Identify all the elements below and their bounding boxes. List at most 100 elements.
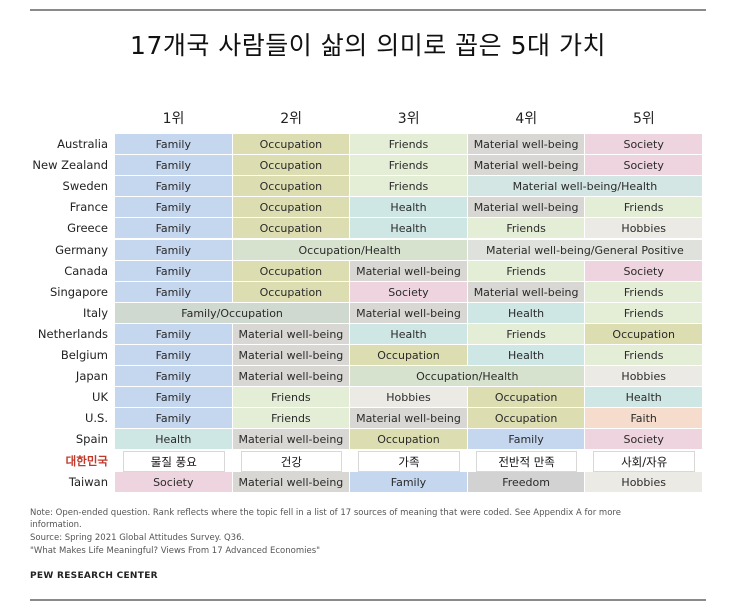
country-label: France <box>69 200 108 215</box>
country-label: Taiwan <box>68 474 108 489</box>
country-label: 대한민국 <box>65 453 108 468</box>
rank-cell: Family <box>115 281 233 303</box>
country-label: Belgium <box>60 348 108 362</box>
rank-cell: Occupation <box>232 176 351 198</box>
rank-cell: Occupation <box>585 323 703 345</box>
rank-cell: Health <box>467 302 586 324</box>
rank-cell: Family <box>115 218 233 240</box>
rank-cell: Material well-being/General Positive <box>467 239 703 261</box>
rank-cell: Society <box>115 471 233 493</box>
rank-cell: Society <box>350 281 468 303</box>
country-label: Netherlands <box>37 326 108 341</box>
country-label: Sweden <box>62 179 108 194</box>
bottom-rule <box>30 599 706 601</box>
rank-cell: Society <box>585 260 703 282</box>
country-label: Singapore <box>49 284 108 299</box>
rank-cell: Material well-being <box>350 260 468 282</box>
rank-cell: Occupation <box>232 155 351 177</box>
rank-cell: Family <box>115 239 233 261</box>
rank-cell: Occupation <box>232 260 351 282</box>
rank-cell: Health <box>585 387 703 409</box>
rank-cell: Family <box>115 345 233 366</box>
rank-cell: Material well-being <box>350 302 468 324</box>
rank-cell: Family <box>115 387 233 409</box>
note-text: Note: Open-ended question. Rank reflects… <box>30 508 621 518</box>
rank-cell: Occupation <box>467 408 586 430</box>
rank-cell: Health <box>467 345 586 366</box>
rank-cell: Material well-being <box>232 345 351 366</box>
rank-header-4: 4위 <box>515 111 538 127</box>
rank-cell: Family <box>115 155 233 177</box>
rank-cell: Material well-being <box>232 429 351 451</box>
rank-cell: Occupation <box>467 387 586 409</box>
rank-cell: Material well-being <box>350 408 468 430</box>
rank-cell: 가족 <box>358 450 460 472</box>
rank-cell: Material well-being <box>232 471 351 493</box>
rank-cell: Family <box>115 408 233 430</box>
rank-cell: Family <box>115 176 233 198</box>
rank-cell: Occupation <box>232 218 351 240</box>
rank-cell: Friends <box>232 387 351 409</box>
rank-cell: Occupation <box>350 345 468 366</box>
rank-cell: Friends <box>467 260 586 282</box>
top-rule <box>30 9 706 11</box>
rank-cell: Friends <box>350 134 468 155</box>
rank-cell: Material well-being <box>467 155 586 177</box>
rank-cell: Material well-being <box>467 197 586 219</box>
rank-cell: Family <box>115 134 233 155</box>
rank-cell: Friends <box>585 281 703 303</box>
rank-cell: 물질 풍요 <box>123 450 225 472</box>
rank-cell: Family/Occupation <box>115 302 351 324</box>
rank-header-3: 3위 <box>397 111 420 127</box>
rank-cell: 사회/자유 <box>593 450 695 472</box>
rank-cell: Hobbies <box>585 471 703 493</box>
rank-cell: Family <box>115 323 233 345</box>
rank-cell: Friends <box>350 155 468 177</box>
rank-header-5: 5위 <box>632 111 655 127</box>
country-label: Japan <box>75 369 108 384</box>
rank-cell: Material well-being <box>467 134 586 155</box>
rank-cell: Friends <box>585 345 703 366</box>
country-label: Spain <box>75 432 108 447</box>
rank-cell: Occupation <box>350 429 468 451</box>
rank-cell: Health <box>350 218 468 240</box>
rank-cell: Friends <box>585 302 703 324</box>
rank-cell: Family <box>115 366 233 388</box>
rank-cell: Family <box>467 429 586 451</box>
country-label: UK <box>92 390 108 405</box>
rank-cell: Society <box>585 155 703 177</box>
rank-cell: Family <box>115 260 233 282</box>
note-text-cont: information. <box>30 520 82 530</box>
rank-cell: Hobbies <box>585 366 703 388</box>
report-title: "What Makes Life Meaningful? Views From … <box>30 546 321 556</box>
source-text: Source: Spring 2021 Global Attitudes Sur… <box>30 533 245 543</box>
rank-cell: Health <box>350 323 468 345</box>
country-label: Germany <box>55 242 108 257</box>
rank-header-1: 1위 <box>162 111 185 127</box>
rank-cell: Material well-being <box>232 323 351 345</box>
rank-cell: Material well-being <box>467 281 586 303</box>
country-label: New Zealand <box>32 158 108 173</box>
rank-cell: 전반적 만족 <box>475 450 578 472</box>
rank-cell: Family <box>350 471 468 493</box>
country-label: Greece <box>67 221 108 236</box>
pew-logo: PEW RESEARCH CENTER <box>30 571 158 581</box>
rank-cell: Hobbies <box>350 387 468 409</box>
rank-cell: Material well-being/Health <box>467 176 703 198</box>
rank-cell: Faith <box>585 408 703 430</box>
rank-cell: Society <box>585 429 703 451</box>
rank-cell: Health <box>115 429 233 451</box>
country-label: Australia <box>57 137 108 151</box>
chart-title: 17개국 사람들이 삶의 의미로 꼽은 5대 가치 <box>130 31 606 60</box>
rank-cell: Occupation <box>232 281 351 303</box>
rank-cell: Health <box>350 197 468 219</box>
rank-cell: Material well-being <box>232 366 351 388</box>
rank-cell: 건강 <box>240 450 343 472</box>
rank-cell: Friends <box>467 323 586 345</box>
rank-cell: Occupation/Health <box>232 239 468 261</box>
rank-header-2: 2위 <box>280 111 302 127</box>
rank-cell: Friends <box>585 197 703 219</box>
rank-cell: Friends <box>232 408 351 430</box>
country-label: Italy <box>83 305 108 320</box>
rank-cell: Society <box>585 134 703 155</box>
